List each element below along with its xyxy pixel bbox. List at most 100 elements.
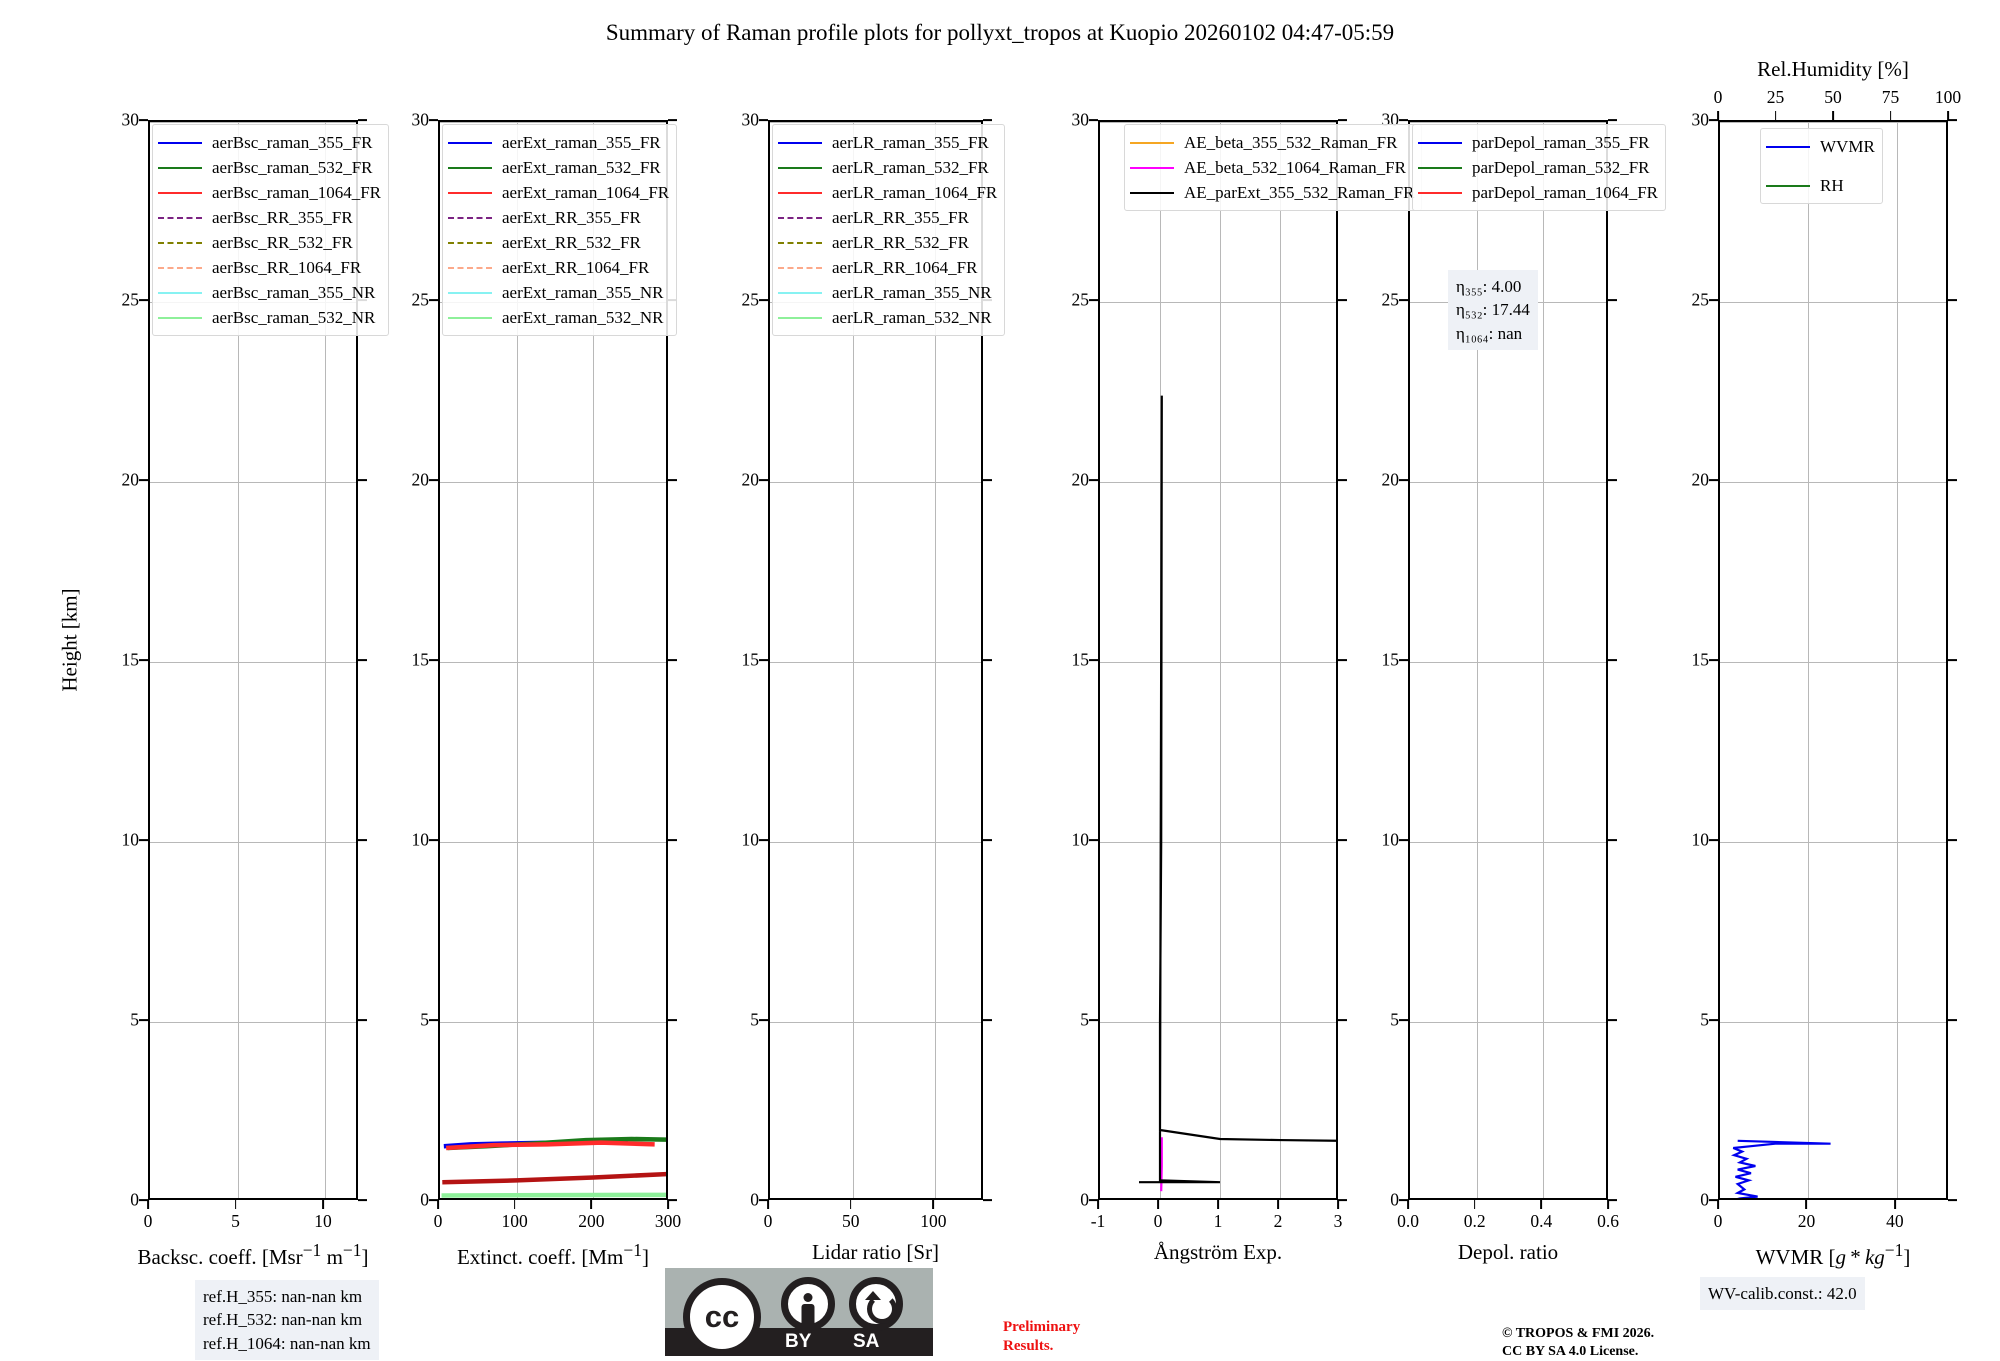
legend-item[interactable]: aerExt_raman_532_NR xyxy=(448,305,669,330)
legend-wvmr[interactable]: WVMR RH xyxy=(1760,128,1883,204)
x-tick-mark xyxy=(1217,1200,1219,1209)
legend-item[interactable]: aerBsc_raman_355_NR xyxy=(158,280,381,305)
legend-item-label: aerBsc_raman_532_FR xyxy=(212,157,373,177)
legend-angstrom[interactable]: AE_beta_355_532_Raman_FR AE_beta_532_1064… xyxy=(1124,124,1423,211)
legend-line-swatch-icon xyxy=(158,241,202,244)
x-tick-label: 0 xyxy=(143,1211,153,1231)
legend-depol-ratio[interactable]: parDepol_raman_355_FR parDepol_raman_532_… xyxy=(1412,124,1667,211)
y-tick-label: 30 xyxy=(411,109,430,130)
plot-area-wvmr[interactable] xyxy=(1718,120,1948,1200)
legend-item[interactable]: parDepol_raman_532_FR xyxy=(1418,155,1658,180)
legend-item[interactable]: aerBsc_raman_355_FR xyxy=(158,130,381,155)
legend-item-label: aerExt_raman_355_FR xyxy=(502,132,661,152)
y-tick-mark xyxy=(429,1019,438,1021)
legend-line-swatch-icon xyxy=(158,166,202,169)
legend-item[interactable]: aerBsc_raman_532_NR xyxy=(158,305,381,330)
y-tick-mark xyxy=(139,479,148,481)
x-tick-label: 100 xyxy=(501,1211,528,1231)
legend-item[interactable]: aerLR_RR_355_FR xyxy=(778,205,997,230)
y-tick-mark xyxy=(429,659,438,661)
legend-item[interactable]: aerLR_raman_532_FR xyxy=(778,155,997,180)
y-tick-mark xyxy=(1399,1019,1408,1021)
cc-mark-label: cc xyxy=(704,1299,740,1334)
copyr-line-1: CC BY SA 4.0 License. xyxy=(1502,1344,1639,1360)
legend-item[interactable]: aerExt_RR_355_FR xyxy=(448,205,669,230)
y-tick-label: 0 xyxy=(1390,1189,1399,1210)
legend-item-label: aerLR_raman_532_FR xyxy=(832,157,989,177)
gridline-h xyxy=(1720,1022,1946,1023)
y-tick-mark-right xyxy=(1608,299,1617,301)
x-tick-mark xyxy=(849,1200,852,1209)
top-x-tick-mark xyxy=(1889,111,1892,120)
legend-item[interactable]: aerExt_RR_532_FR xyxy=(448,230,669,255)
y-tick-label: 0 xyxy=(1700,1189,1709,1210)
x-tick-label: 200 xyxy=(578,1211,605,1231)
legend-item[interactable]: AE_beta_355_532_Raman_FR xyxy=(1130,130,1414,155)
y-tick-label: 0 xyxy=(750,1189,759,1210)
legend-item[interactable]: aerBsc_RR_1064_FR xyxy=(158,255,381,280)
x-tick-label: 0.0 xyxy=(1397,1211,1419,1231)
legend-line-swatch-icon xyxy=(1418,191,1462,194)
legend-item[interactable]: aerLR_RR_1064_FR xyxy=(778,255,997,280)
x-tick-label: 0 xyxy=(1713,1211,1723,1231)
y-tick-mark-right xyxy=(358,119,367,121)
legend-item[interactable]: WVMR xyxy=(1766,134,1875,159)
gridline-h xyxy=(770,482,981,483)
legend-line-swatch-icon xyxy=(158,316,202,319)
y-tick-mark-right xyxy=(1338,299,1347,301)
y-tick-mark-right xyxy=(358,1019,367,1021)
legend-line-swatch-icon xyxy=(778,166,822,169)
legend-item[interactable]: aerExt_raman_1064_FR xyxy=(448,180,669,205)
x-tick-mark xyxy=(1277,1200,1279,1209)
gridline-h xyxy=(1720,482,1946,483)
legend-lidar-ratio[interactable]: aerLR_raman_355_FR aerLR_raman_532_FR aerL… xyxy=(772,124,1006,336)
y-tick-label: 20 xyxy=(1691,469,1710,490)
legend-item[interactable]: aerExt_raman_355_NR xyxy=(448,280,669,305)
legend-item[interactable]: aerLR_raman_1064_FR xyxy=(778,180,997,205)
gridline-h xyxy=(440,482,666,483)
legend-item[interactable]: aerExt_raman_532_FR xyxy=(448,155,669,180)
y-tick-label: 20 xyxy=(411,469,430,490)
x-tick-label: -1 xyxy=(1090,1211,1106,1231)
copyr-line-0: © TROPOS & FMI 2026. xyxy=(1502,1326,1655,1341)
y-tick-mark xyxy=(139,659,148,661)
x-axis-label-wvmr: WVMR [g * kg−1] xyxy=(1755,1240,1911,1269)
legend-item[interactable]: aerExt_raman_355_FR xyxy=(448,130,669,155)
y-tick-mark xyxy=(429,299,438,301)
y-tick-mark-right xyxy=(1338,1199,1347,1201)
prelim-line-0: Preliminary xyxy=(1003,1319,1081,1335)
legend-item[interactable]: RH xyxy=(1766,173,1875,198)
legend-item[interactable]: aerBsc_RR_532_FR xyxy=(158,230,381,255)
x-tick-mark xyxy=(322,1200,324,1209)
y-tick-mark xyxy=(139,839,148,841)
y-tick-mark xyxy=(1089,479,1098,481)
legend-item-label: aerExt_raman_532_FR xyxy=(502,157,661,177)
legend-item[interactable]: parDepol_raman_355_FR xyxy=(1418,130,1658,155)
legend-item[interactable]: AE_parExt_355_532_Raman_FR xyxy=(1130,180,1414,205)
legend-item[interactable]: aerBsc_RR_355_FR xyxy=(158,205,381,230)
legend-item[interactable]: aerBsc_raman_532_FR xyxy=(158,155,381,180)
y-tick-mark xyxy=(1399,119,1408,121)
x-tick-mark xyxy=(1805,1200,1808,1209)
x-tick-mark xyxy=(1157,1200,1159,1209)
panel-lidar-ratio: 0 5 10 15 20 25 30 0 50 100 Lidar ratio [Sr] aerLR_… xyxy=(742,110,1006,1264)
legend-item[interactable]: aerBsc_raman_1064_FR xyxy=(158,180,381,205)
legend-item-label: aerLR_raman_355_NR xyxy=(832,282,992,302)
legend-line-swatch-icon xyxy=(1130,141,1174,144)
legend-item-label: aerLR_raman_355_FR xyxy=(832,132,989,152)
gridline-v xyxy=(237,122,239,1198)
legend-item[interactable]: aerLR_RR_532_FR xyxy=(778,230,997,255)
refh-annotation: ref.H_355: nan-nan km ref.H_532: nan-nan … xyxy=(195,1280,379,1361)
legend-item[interactable]: AE_beta_532_1064_Raman_FR xyxy=(1130,155,1414,180)
y-tick-mark xyxy=(1399,479,1408,481)
y-tick-mark xyxy=(1089,839,1098,841)
y-tick-mark xyxy=(759,1019,768,1021)
legend-item[interactable]: aerLR_raman_355_NR xyxy=(778,280,997,305)
legend-item[interactable]: parDepol_raman_1064_FR xyxy=(1418,180,1658,205)
legend-item[interactable]: aerLR_raman_355_FR xyxy=(778,130,997,155)
legend-item[interactable]: aerExt_RR_1064_FR xyxy=(448,255,669,280)
plot-area-angstrom[interactable] xyxy=(1098,120,1338,1200)
legend-item[interactable]: aerLR_raman_532_NR xyxy=(778,305,997,330)
